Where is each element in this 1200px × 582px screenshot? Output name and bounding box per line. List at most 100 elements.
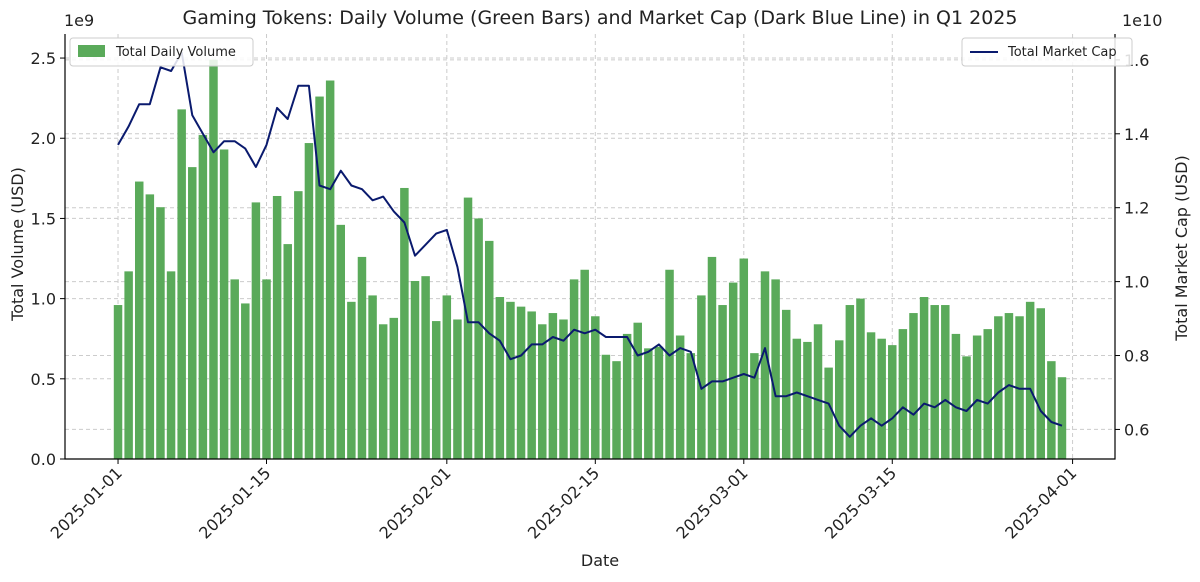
right-axis-title: Total Market Cap (USD) <box>1172 155 1191 341</box>
volume-bar <box>1036 308 1045 459</box>
volume-bar <box>919 297 929 459</box>
volume-bar <box>538 324 547 459</box>
volume-bar <box>177 109 186 460</box>
right-axis-offset: 1e10 <box>1122 11 1162 30</box>
volume-bar <box>113 305 123 459</box>
volume-bar <box>135 181 144 459</box>
volume-bar <box>707 256 717 459</box>
volume-bar <box>856 298 865 459</box>
volume-bar <box>1047 361 1056 459</box>
left-y-tick-label: 1.0 <box>31 290 56 309</box>
left-y-tick-label: 2.0 <box>31 129 56 148</box>
volume-bar <box>675 335 685 459</box>
volume-bar <box>474 218 483 459</box>
volume-bar <box>866 332 876 459</box>
volume-bar <box>463 197 473 459</box>
volume-bar <box>591 316 600 459</box>
volume-bar <box>198 135 208 460</box>
volume-bar <box>272 195 282 459</box>
volume-bar <box>485 240 494 459</box>
axis-spines <box>64 34 1116 460</box>
volume-bar <box>580 269 589 459</box>
left-y-tick-label: 0.0 <box>31 450 56 469</box>
legend-volume-label: Total Daily Volume <box>115 45 236 60</box>
volume-bar <box>877 338 886 459</box>
x-tick-label: 2025-02-15 <box>524 463 603 542</box>
volume-bar <box>994 316 1003 459</box>
legend-market-cap-label: Total Market Cap <box>1007 45 1117 60</box>
market-cap-line-layer <box>117 51 1063 438</box>
volume-bars <box>113 59 1067 460</box>
volume-bar <box>516 306 526 459</box>
legend-market-cap: Total Market Cap <box>961 37 1133 67</box>
volume-bar <box>569 279 579 459</box>
volume-bar <box>156 207 165 459</box>
legend-volume-swatch <box>78 45 105 57</box>
right-y-tick-label: 1.4 <box>1124 125 1149 144</box>
volume-bar <box>251 202 261 459</box>
volume-bar <box>824 367 833 459</box>
volume-bar <box>962 356 971 459</box>
volume-bar <box>400 187 409 459</box>
volume-bar <box>728 282 738 459</box>
x-tick-label: 2025-04-01 <box>1001 463 1080 542</box>
x-tick-label: 2025-03-01 <box>672 463 751 542</box>
volume-bar <box>421 276 430 459</box>
volume-bar <box>951 333 961 459</box>
volume-bar <box>188 167 197 459</box>
left-axis-title: Total Volume (USD) <box>8 167 27 322</box>
volume-bar <box>378 324 388 459</box>
volume-bar <box>453 319 462 459</box>
volume-bar <box>389 317 399 459</box>
volume-bar <box>739 258 749 459</box>
volume-bar <box>1057 377 1067 459</box>
axes-layer: 0.00.51.01.52.02.50.60.81.01.21.41.62025… <box>31 34 1149 543</box>
volume-bar <box>410 280 420 459</box>
volume-bar <box>813 324 823 459</box>
x-tick-label: 2025-02-01 <box>375 463 454 542</box>
volume-bar <box>972 335 982 459</box>
volume-bar <box>124 271 133 459</box>
volume-bar <box>898 329 908 459</box>
volume-bar <box>548 313 558 459</box>
volume-bar <box>686 353 695 459</box>
volume-bar <box>442 295 452 459</box>
right-y-tick-label: 0.8 <box>1124 347 1149 366</box>
volume-bar <box>315 96 324 459</box>
volume-bar <box>325 80 335 460</box>
left-y-tick-label: 1.5 <box>31 209 56 228</box>
volume-bar <box>622 333 632 459</box>
volume-bar <box>230 279 239 459</box>
volume-bar <box>930 305 939 459</box>
volume-bar <box>792 338 802 459</box>
x-tick-label: 2025-03-15 <box>821 463 900 542</box>
right-y-tick-label: 1.2 <box>1124 199 1149 218</box>
volume-bar <box>835 340 844 459</box>
volume-bar <box>845 305 855 459</box>
volume-bar <box>771 279 780 459</box>
x-tick-label: 2025-01-15 <box>195 463 274 542</box>
volume-bar <box>644 348 653 459</box>
x-axis-title: Date <box>581 551 619 570</box>
volume-bar <box>654 346 664 459</box>
volume-bar <box>909 313 918 459</box>
right-y-tick-label: 0.6 <box>1124 420 1149 439</box>
volume-bar <box>781 309 791 459</box>
volume-bar <box>803 341 812 459</box>
volume-bar <box>209 59 218 460</box>
chart-title: Gaming Tokens: Daily Volume (Green Bars)… <box>183 7 1018 29</box>
volume-bar <box>506 301 515 459</box>
volume-bar <box>495 297 505 459</box>
volume-bar <box>294 191 303 460</box>
volume-bar <box>527 311 536 459</box>
volume-bar <box>1025 301 1035 459</box>
left-axis-offset: 1e9 <box>64 11 94 30</box>
volume-bar <box>283 244 292 459</box>
volume-bar <box>347 301 356 459</box>
volume-bar <box>241 303 250 459</box>
volume-bar <box>166 271 176 459</box>
volume-bar <box>760 271 770 459</box>
volume-bar <box>304 143 314 459</box>
volume-bar <box>219 149 229 460</box>
